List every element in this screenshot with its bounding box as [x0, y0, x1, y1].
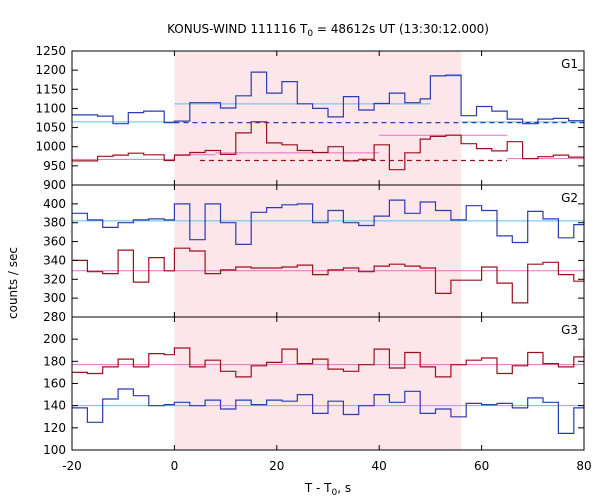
g2-series-blue: [72, 199, 585, 245]
g2-y-tick-label: 340: [43, 253, 66, 267]
g3-series-blue: [72, 388, 585, 434]
g1-series-red: [72, 121, 584, 171]
g3-y-tick-label: 200: [43, 332, 66, 346]
g3-y-tick-label: 140: [43, 399, 66, 413]
x-tick-label: 0: [171, 459, 179, 473]
x-tick-label: 20: [269, 459, 284, 473]
g2-y-tick-label: 380: [43, 216, 66, 230]
panel-label-g3: G3: [561, 323, 578, 337]
highlight-interval: [174, 51, 462, 450]
g2-series-red: [72, 247, 585, 304]
g2-y-tick-label: 400: [43, 197, 66, 211]
g1-y-tick-label: 1150: [35, 82, 66, 96]
x-tick-label: 60: [474, 459, 489, 473]
g3-y-tick-label: 180: [43, 354, 66, 368]
x-tick-label: 80: [576, 459, 591, 473]
panel-g3: 100 120 140 160 180 200 G3: [43, 316, 585, 457]
panel-label-g2: G2: [561, 191, 578, 205]
g2-y-tick-label: 300: [43, 291, 66, 305]
g1-y-tick-label: 1000: [35, 140, 66, 154]
g2-y-tick-label: 320: [43, 272, 66, 286]
g3-series-red: [72, 347, 585, 378]
g1-y-tick-label: 1200: [35, 63, 66, 77]
g3-y-tick-label: 100: [43, 443, 66, 457]
g2-y-tick-label: 280: [43, 310, 66, 324]
panel-label-g1: G1: [561, 57, 578, 71]
panel-g2: 280 300 320 340 360 380 400 G2: [43, 184, 585, 324]
x-tick-label: 40: [372, 459, 387, 473]
g2-y-tick-label: 360: [43, 235, 66, 249]
y-axis-label: counts / sec: [6, 247, 20, 319]
g1-y-tick-label: 1250: [35, 44, 66, 58]
g3-y-tick-label: 120: [43, 421, 66, 435]
chart-title: KONUS-WIND 111116 T0 = 48612s UT (13:30:…: [167, 22, 489, 39]
g1-y-tick-label: 950: [43, 159, 66, 173]
g1-series-blue: [72, 71, 584, 125]
x-axis-label: T - T0, s: [304, 481, 351, 498]
g1-y-tick-label: 1100: [35, 101, 66, 115]
g1-y-tick-label: 1050: [35, 121, 66, 135]
x-tick-label: -20: [62, 459, 82, 473]
g3-y-tick-label: 160: [43, 377, 66, 391]
g1-y-tick-label: 900: [43, 178, 66, 192]
